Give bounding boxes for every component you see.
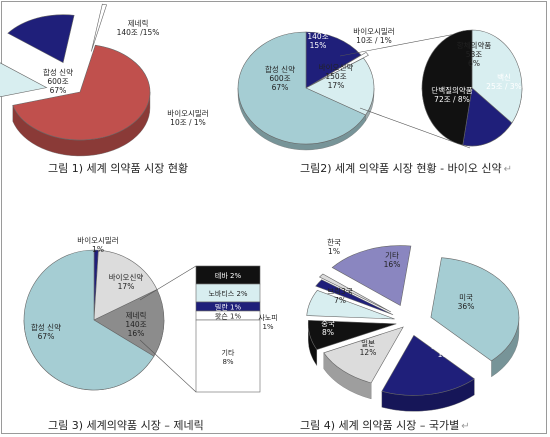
pie4-label-2: 유럽5개국 18% xyxy=(430,340,462,359)
pie1-slice-4 xyxy=(91,3,108,52)
pie2-label-2: 바이오시밀러 10조 / 1% xyxy=(353,26,394,45)
pie4-slice-7 xyxy=(319,273,392,313)
pie3-breakout-label-6: 기타 8% xyxy=(222,348,235,366)
pie2-slice-1 xyxy=(305,31,362,89)
pie2-label-1: 제네릭 140조 15% xyxy=(307,23,328,50)
pie5-slice-3 xyxy=(421,29,473,146)
pie2-connector-top xyxy=(339,31,467,57)
pie2-breakout-label-1: 항체의약품 53조 6% xyxy=(457,40,492,68)
pie1-slice-1 xyxy=(12,44,151,141)
pie1-slice-3 xyxy=(7,14,75,64)
caption-chart-2: 그림2) 세계 의약품 시장 현황 - 바이오 신약 ↵ xyxy=(300,162,513,175)
pie3-breakout-label-1: 테바 2% xyxy=(215,271,242,280)
pie3-breakout-label-2: 노바티스 2% xyxy=(208,289,247,298)
return-mark-icon: ↵ xyxy=(503,164,513,175)
pie1-label-2: 제네릭 140조 /15% xyxy=(117,19,160,37)
pie5-slice-1 xyxy=(471,29,523,124)
pie2-breakout-label-3: 단백질의약품 72조 / 8% xyxy=(431,85,472,104)
pie1-label-3: 바이오신약 150조 /17% xyxy=(137,46,180,65)
pie2-slice-2 xyxy=(310,51,369,86)
pie4-slice-1 xyxy=(430,257,520,362)
pie4-slice-2 xyxy=(381,334,475,396)
pie1-label-4: 바이오시밀러 10조 / 1% xyxy=(167,108,208,127)
pie3-label-4: 합성 신약 67% xyxy=(31,322,61,341)
pie3-breakout-label-3: 밀란 1% xyxy=(215,304,242,312)
pie3-connector-top xyxy=(139,265,197,301)
pie4-label-4: 중국 8% xyxy=(321,319,335,337)
pie3-breakout-segment-6 xyxy=(195,319,261,393)
pie2-label-4: 합성 신약 600조 67% xyxy=(265,64,295,92)
pie4-label-6: 캐나다 2% xyxy=(303,263,324,281)
pie5-slice-2 xyxy=(462,87,513,147)
pie4-slice-8 xyxy=(331,245,412,307)
pie4-slice-3 xyxy=(323,326,404,384)
pie3-label-1: 바이오시밀러 1% xyxy=(77,235,118,254)
pie3-connector-bottom xyxy=(139,339,197,393)
return-mark-icon: ↵ xyxy=(461,421,470,432)
pie3-slice-2 xyxy=(93,249,158,321)
pie2-label-3: 바이오신약 150조 17% xyxy=(319,62,354,90)
caption-chart-4: 그림 4) 세계 의약품 시장 – 국가별 ↵ xyxy=(300,419,470,432)
pie4-label-8: 기타 16% xyxy=(384,251,401,269)
pie4-label-7: 한국 1% xyxy=(327,238,341,256)
pie2-slice-4 xyxy=(237,31,367,145)
pie4-label-1: 미국 36% xyxy=(458,293,475,311)
pie3-breakout-label-5: 사노피 1% xyxy=(258,313,277,331)
caption-chart-1: 그림 1) 세계 의약품 시장 현황 xyxy=(48,162,189,175)
pie1-slice-2 xyxy=(0,62,48,98)
pie4-slice-6 xyxy=(315,279,394,316)
pie4-slice-4 xyxy=(307,320,397,350)
pie4-label-5: 브릭3국 7% xyxy=(327,287,353,305)
pie3-label-3: 제네릭 140조 16% xyxy=(125,311,146,338)
pie3-breakout-label-4: 왓슨 1% xyxy=(215,312,242,321)
pie3-slice-4 xyxy=(23,249,155,391)
pie3-label-2: 바이오신약 17% xyxy=(109,272,144,291)
pie2-breakout-label-2: 백신 25조 / 3% xyxy=(486,72,522,91)
caption-chart-3: 그림 3) 세계의약품 시장 – 제네릭 xyxy=(48,419,204,432)
pie4-slice-5 xyxy=(306,290,395,320)
pie1-label-1: 합성 신약 600조 67% xyxy=(43,67,73,95)
pie2-slice-3 xyxy=(305,57,375,116)
pie4-label-3: 일본 12% xyxy=(360,339,377,357)
